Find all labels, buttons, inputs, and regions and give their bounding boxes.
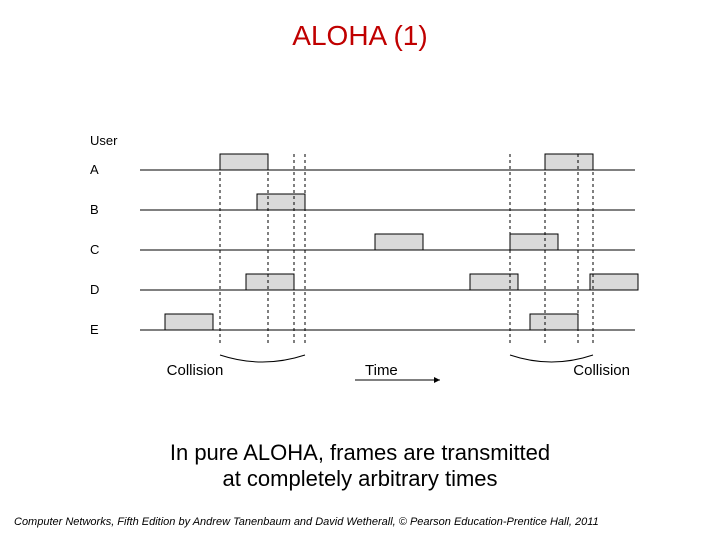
slide-title: ALOHA (1): [0, 20, 720, 52]
svg-text:D: D: [90, 282, 99, 297]
svg-text:Time: Time: [365, 362, 398, 379]
aloha-diagram: User A B C D E Collision Time Collision: [90, 130, 650, 390]
copyright-footer: Computer Networks, Fifth Edition by Andr…: [14, 516, 720, 528]
svg-text:Collision: Collision: [573, 362, 630, 379]
svg-text:A: A: [90, 162, 99, 177]
svg-text:User: User: [90, 133, 118, 148]
caption-line1: In pure ALOHA, frames are transmitted: [0, 440, 720, 466]
caption-line2: at completely arbitrary times: [0, 466, 720, 492]
svg-text:E: E: [90, 322, 99, 337]
svg-text:B: B: [90, 202, 99, 217]
svg-text:C: C: [90, 242, 99, 257]
svg-text:Collision: Collision: [167, 362, 224, 379]
